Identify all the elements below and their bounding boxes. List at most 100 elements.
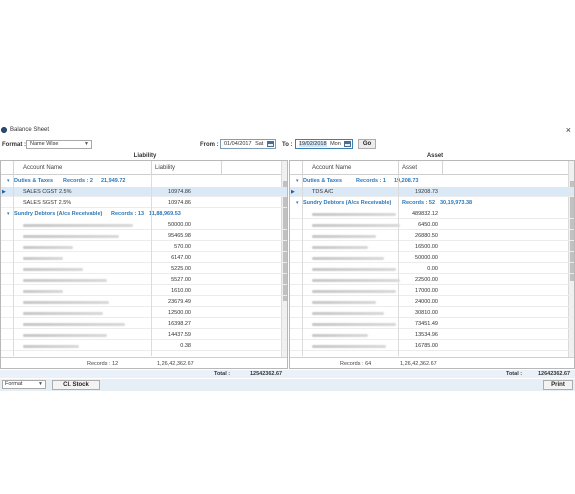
expand-collapse-icon[interactable]: ▾	[296, 200, 299, 206]
table-row[interactable]: 30810.00	[290, 308, 574, 318]
amount-cell: 22500.00	[415, 277, 438, 283]
column-divider	[302, 175, 303, 356]
go-button[interactable]: Go	[358, 139, 376, 149]
table-row[interactable]: 26880.50	[290, 231, 574, 241]
table-row[interactable]: 50000.00	[290, 253, 574, 263]
table-row[interactable]: 16398.27	[1, 319, 287, 329]
expand-collapse-icon[interactable]: ▾	[296, 178, 299, 184]
liability-group-records: Records : 2	[63, 178, 93, 184]
table-row[interactable]: 17000.00	[290, 286, 574, 296]
asset-scrollbar[interactable]	[568, 161, 574, 368]
amount-cell: 1610.00	[171, 288, 191, 294]
table-row[interactable]: 12500.00	[1, 308, 287, 318]
liability-group-row[interactable]: ▾ Duties & Taxes Records : 2 21,949.72	[1, 176, 287, 186]
table-row[interactable]: 489832.12	[290, 209, 574, 219]
table-row[interactable]: 570.00	[1, 242, 287, 252]
amount-cell: 16500.00	[415, 244, 438, 250]
calendar-icon[interactable]	[344, 141, 351, 147]
asset-group-row[interactable]: ▾ Sundry Debtors (A/cs Receivable) Records…	[290, 198, 574, 208]
table-row[interactable]: 0.38	[1, 341, 287, 351]
liability-group-records: Records : 13	[111, 211, 145, 217]
liability-scrollbar[interactable]	[281, 161, 287, 368]
account-name-cell: SALES CGST 2.5%	[23, 189, 72, 195]
row-pointer-icon: ▶	[2, 189, 6, 195]
table-row[interactable]: 6147.00	[1, 253, 287, 263]
liability-col-account-name[interactable]: Account Name	[23, 165, 63, 171]
table-row[interactable]: 16785.00	[290, 341, 574, 351]
expand-collapse-icon[interactable]: ▾	[7, 178, 10, 184]
redacted-account-name	[312, 235, 376, 238]
asset-total-value: 12642362.67	[538, 371, 571, 377]
format-label: Format :	[2, 142, 26, 148]
redacted-account-name	[312, 224, 400, 227]
amount-cell: 73451.49	[415, 321, 438, 327]
to-date-input[interactable]: 19/02/2018 Mon	[295, 139, 353, 149]
window-title: Balance Sheet	[10, 127, 50, 133]
liability-col-amount[interactable]: Liability	[155, 165, 176, 171]
asset-group-row[interactable]: ▾ Duties & Taxes Records : 1 19,208.73	[290, 176, 574, 186]
liability-group-amount: 21,949.72	[101, 178, 126, 184]
liability-group-name: Duties & Taxes	[14, 178, 54, 184]
from-date-value: 01/04/2017	[224, 141, 252, 147]
table-row[interactable]: 5527.00	[1, 275, 287, 285]
table-row[interactable]: 95465.98	[1, 231, 287, 241]
format-select-value: Name Wise	[30, 141, 59, 147]
chevron-down-icon: ▼	[84, 141, 89, 147]
table-row[interactable]: 5225.00	[1, 264, 287, 274]
table-row[interactable]: ▶ SALES CGST 2.5% 10974.86	[1, 187, 287, 197]
redacted-account-name	[23, 345, 79, 348]
expand-collapse-icon[interactable]: ▾	[7, 211, 10, 217]
table-row[interactable]: 16500.00	[290, 242, 574, 252]
redacted-account-name	[23, 323, 125, 326]
table-row[interactable]: 50000.00	[1, 220, 287, 230]
redacted-account-name	[23, 268, 83, 271]
table-row[interactable]: SALES SGST 2.5% 10974.86	[1, 198, 287, 208]
amount-cell: 19208.73	[415, 189, 438, 195]
table-row[interactable]: 0.00	[290, 264, 574, 274]
liability-pane-title: Liability	[133, 153, 157, 159]
table-row[interactable]: 1610.00	[1, 286, 287, 296]
table-row[interactable]: 6450.00	[290, 220, 574, 230]
redacted-account-name	[312, 323, 396, 326]
asset-group-records: Records : 52	[402, 200, 436, 206]
amount-cell: 10974.86	[168, 189, 191, 195]
asset-group-records: Records : 1	[356, 178, 386, 184]
liability-total-value: 12542362.67	[250, 371, 283, 377]
redacted-account-name	[23, 235, 119, 238]
table-row[interactable]: 23679.49	[1, 297, 287, 307]
asset-col-account-name[interactable]: Account Name	[312, 165, 352, 171]
redacted-account-name	[23, 224, 133, 227]
account-name-cell: TDS A/C	[312, 189, 334, 195]
print-format-select[interactable]: Format ▼	[2, 380, 46, 389]
table-row[interactable]: 13534.96	[290, 330, 574, 340]
close-icon[interactable]: ×	[565, 125, 571, 135]
liability-scroll-thumb[interactable]	[283, 181, 287, 301]
amount-cell: 0.38	[180, 343, 191, 349]
table-row[interactable]: 22500.00	[290, 275, 574, 285]
asset-scroll-thumb[interactable]	[570, 181, 574, 281]
redacted-account-name	[23, 290, 63, 293]
amount-cell: 489832.12	[412, 211, 438, 217]
from-date-input[interactable]: 01/04/2017 Sat	[220, 139, 276, 149]
format-select[interactable]: Name Wise ▼	[26, 140, 92, 149]
liability-group-amount: 11,88,969.53	[149, 211, 181, 217]
amount-cell: 0.00	[427, 266, 438, 272]
column-separator	[302, 161, 303, 175]
liability-group-row[interactable]: ▾ Sundry Debtors (A/cs Receivable) Records…	[1, 209, 287, 219]
redacted-account-name	[23, 301, 109, 304]
amount-cell: 13534.96	[415, 332, 438, 338]
asset-col-amount[interactable]: Asset	[402, 165, 418, 171]
column-divider	[13, 175, 14, 356]
asset-pane-title: Asset	[426, 153, 444, 159]
asset-grid: Account Name Asset ▾ Duties & Taxes Record…	[289, 160, 575, 369]
print-button[interactable]: Print	[543, 380, 573, 390]
table-row[interactable]: 73451.49	[290, 319, 574, 329]
table-row[interactable]: 14437.59	[1, 330, 287, 340]
amount-cell: 14437.59	[168, 332, 191, 338]
table-row[interactable]: ▶ TDS A/C 19208.73	[290, 187, 574, 197]
table-row[interactable]: 24000.00	[290, 297, 574, 307]
calendar-icon[interactable]	[267, 141, 274, 147]
liability-grid-header: Account Name Liability	[1, 161, 287, 175]
cl-stock-button[interactable]: Cl. Stock	[52, 380, 100, 390]
